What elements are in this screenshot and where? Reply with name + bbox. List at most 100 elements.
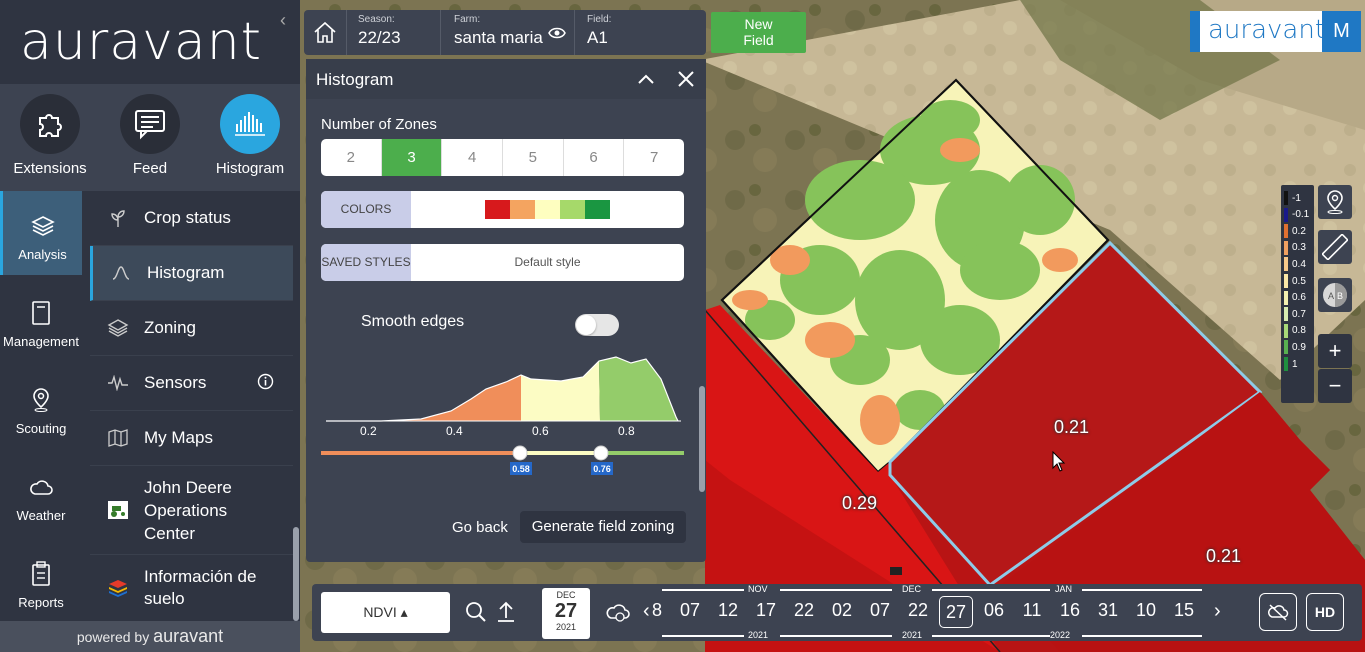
timeline-day[interactable]: 15 (1173, 600, 1195, 620)
season-key: Season: (358, 14, 395, 25)
color-swatch (510, 200, 535, 219)
eye-icon[interactable] (548, 26, 566, 45)
submenu-label: My Maps (144, 428, 213, 447)
map-pin-icon (0, 385, 82, 415)
zone-option[interactable]: 5 (503, 139, 564, 176)
hd-button[interactable]: HD (1306, 593, 1344, 631)
timeline-day[interactable]: 8 (651, 600, 662, 620)
timeline-day[interactable]: 10 (1135, 600, 1157, 620)
close-icon[interactable] (674, 67, 698, 91)
nav-management[interactable]: Management (0, 278, 82, 362)
histogram-tool-button[interactable]: Histogram (205, 94, 295, 177)
timeline-day[interactable]: 22 (793, 600, 815, 620)
nav-analysis[interactable]: Analysis (0, 191, 82, 275)
generate-zoning-button[interactable]: Generate field zoning (520, 511, 686, 543)
legend-swatch (1284, 323, 1288, 338)
legend-swatch (1284, 207, 1288, 222)
user-avatar[interactable]: M (1322, 11, 1361, 52)
timeline-month: NOV (748, 584, 768, 594)
divider (440, 10, 441, 55)
ruler-button[interactable] (1318, 230, 1352, 264)
timeline-day[interactable]: 22 (907, 600, 929, 620)
color-swatch (535, 200, 560, 219)
collapse-sidebar-icon[interactable]: ‹ (280, 10, 286, 30)
farm-selector[interactable]: Farm: santa maria (454, 14, 543, 48)
index-selector[interactable]: NDVI ▴ (321, 592, 450, 633)
submenu-histogram[interactable]: Histogram (90, 246, 293, 301)
colors-tag: COLORS (321, 191, 411, 228)
panel-scrollbar[interactable] (699, 386, 705, 492)
histogram-tool-label: Histogram (215, 160, 285, 177)
timeline-day[interactable]: 16 (1059, 600, 1081, 620)
timeline-day[interactable]: 06 (983, 600, 1005, 620)
zone-option[interactable]: 4 (442, 139, 504, 176)
saved-styles-selector[interactable]: SAVED STYLES Default style (321, 244, 684, 281)
timeline-day[interactable]: 31 (1097, 600, 1119, 620)
puzzle-icon (20, 94, 80, 154)
collapse-panel-icon[interactable] (634, 67, 658, 91)
submenu-scrollbar[interactable] (293, 527, 299, 621)
color-palette-selector[interactable]: COLORS (321, 191, 684, 228)
submenu-label: Histogram (147, 263, 225, 282)
location-pin-icon (1327, 190, 1343, 214)
new-field-button[interactable]: New Field (711, 12, 806, 53)
search-icon[interactable] (464, 600, 488, 629)
smooth-edges-toggle[interactable] (575, 314, 619, 336)
axis-tick: 0.8 (618, 424, 635, 438)
timeline-prev-icon[interactable]: ‹ (643, 600, 650, 622)
cloud-check-icon[interactable] (605, 600, 631, 629)
submenu-sensors[interactable]: Sensors (90, 356, 293, 411)
legend-row: 0.9 (1284, 340, 1306, 355)
submenu-label: Center (144, 523, 196, 543)
zone-option[interactable]: 6 (564, 139, 625, 176)
legend-row: 0.5 (1284, 274, 1306, 288)
zone-option-selected[interactable]: 3 (381, 139, 443, 176)
go-back-button[interactable]: Go back (452, 519, 508, 536)
zone-option[interactable]: 2 (321, 139, 382, 176)
submenu-john-deere[interactable]: John Deere Operations Center (90, 466, 293, 555)
timeline-day[interactable]: 27 (939, 596, 973, 628)
field-selector[interactable]: Field: A1 (587, 14, 611, 48)
submenu-crop-status[interactable]: Crop status (90, 191, 293, 246)
timeline-day[interactable]: 17 (755, 600, 777, 620)
panel-header: Histogram (306, 59, 706, 99)
submenu-label: Crop status (144, 208, 231, 227)
submenu-label: Información de (144, 567, 257, 586)
selected-date-card[interactable]: DEC 27 2021 (542, 588, 590, 639)
timeline-day[interactable]: 11 (1022, 600, 1042, 620)
season-selector[interactable]: Season: 22/23 (358, 14, 401, 48)
timeline-day[interactable]: 02 (831, 600, 853, 620)
timeline-next-icon[interactable]: › (1214, 600, 1221, 622)
extensions-button[interactable]: Extensions (5, 94, 95, 177)
zone-option[interactable]: 7 (650, 149, 659, 166)
info-icon[interactable] (257, 373, 274, 395)
submenu-label: Sensors (144, 373, 207, 392)
home-icon[interactable] (312, 20, 338, 46)
feed-button[interactable]: Feed (105, 94, 195, 177)
legend-value: -1 (1292, 192, 1301, 204)
nav-weather[interactable]: Weather (0, 452, 82, 536)
timeline-day[interactable]: 07 (679, 600, 701, 620)
submenu-soil-info[interactable]: Información de suelo (90, 555, 293, 621)
nav-reports[interactable]: Reports (0, 539, 82, 623)
legend-swatch (1284, 224, 1288, 239)
cloud-filter-button[interactable] (1259, 593, 1297, 631)
tool-strip: Extensions Feed Histogram (0, 84, 300, 191)
timeline-day[interactable]: 07 (869, 600, 891, 620)
threshold-value: 0.58 (512, 464, 530, 474)
submenu-zoning[interactable]: Zoning (90, 301, 293, 356)
location-pin-button[interactable] (1318, 185, 1352, 219)
zoom-out-button[interactable]: − (1318, 369, 1352, 403)
timeline-day[interactable]: 12 (717, 600, 739, 620)
feed-label: Feed (132, 160, 168, 177)
zoom-in-button[interactable]: + (1318, 334, 1352, 368)
upload-icon[interactable] (495, 600, 517, 629)
nav-scouting[interactable]: Scouting (0, 365, 82, 449)
legend-value: 0.2 (1292, 225, 1306, 237)
submenu-my-maps[interactable]: My Maps (90, 411, 293, 466)
timeline-month: JAN (1055, 584, 1073, 594)
nav-management-label: Management (3, 334, 79, 349)
plant-icon (100, 208, 136, 228)
analysis-submenu: Crop status Histogram Zoning Sensors (90, 191, 293, 621)
